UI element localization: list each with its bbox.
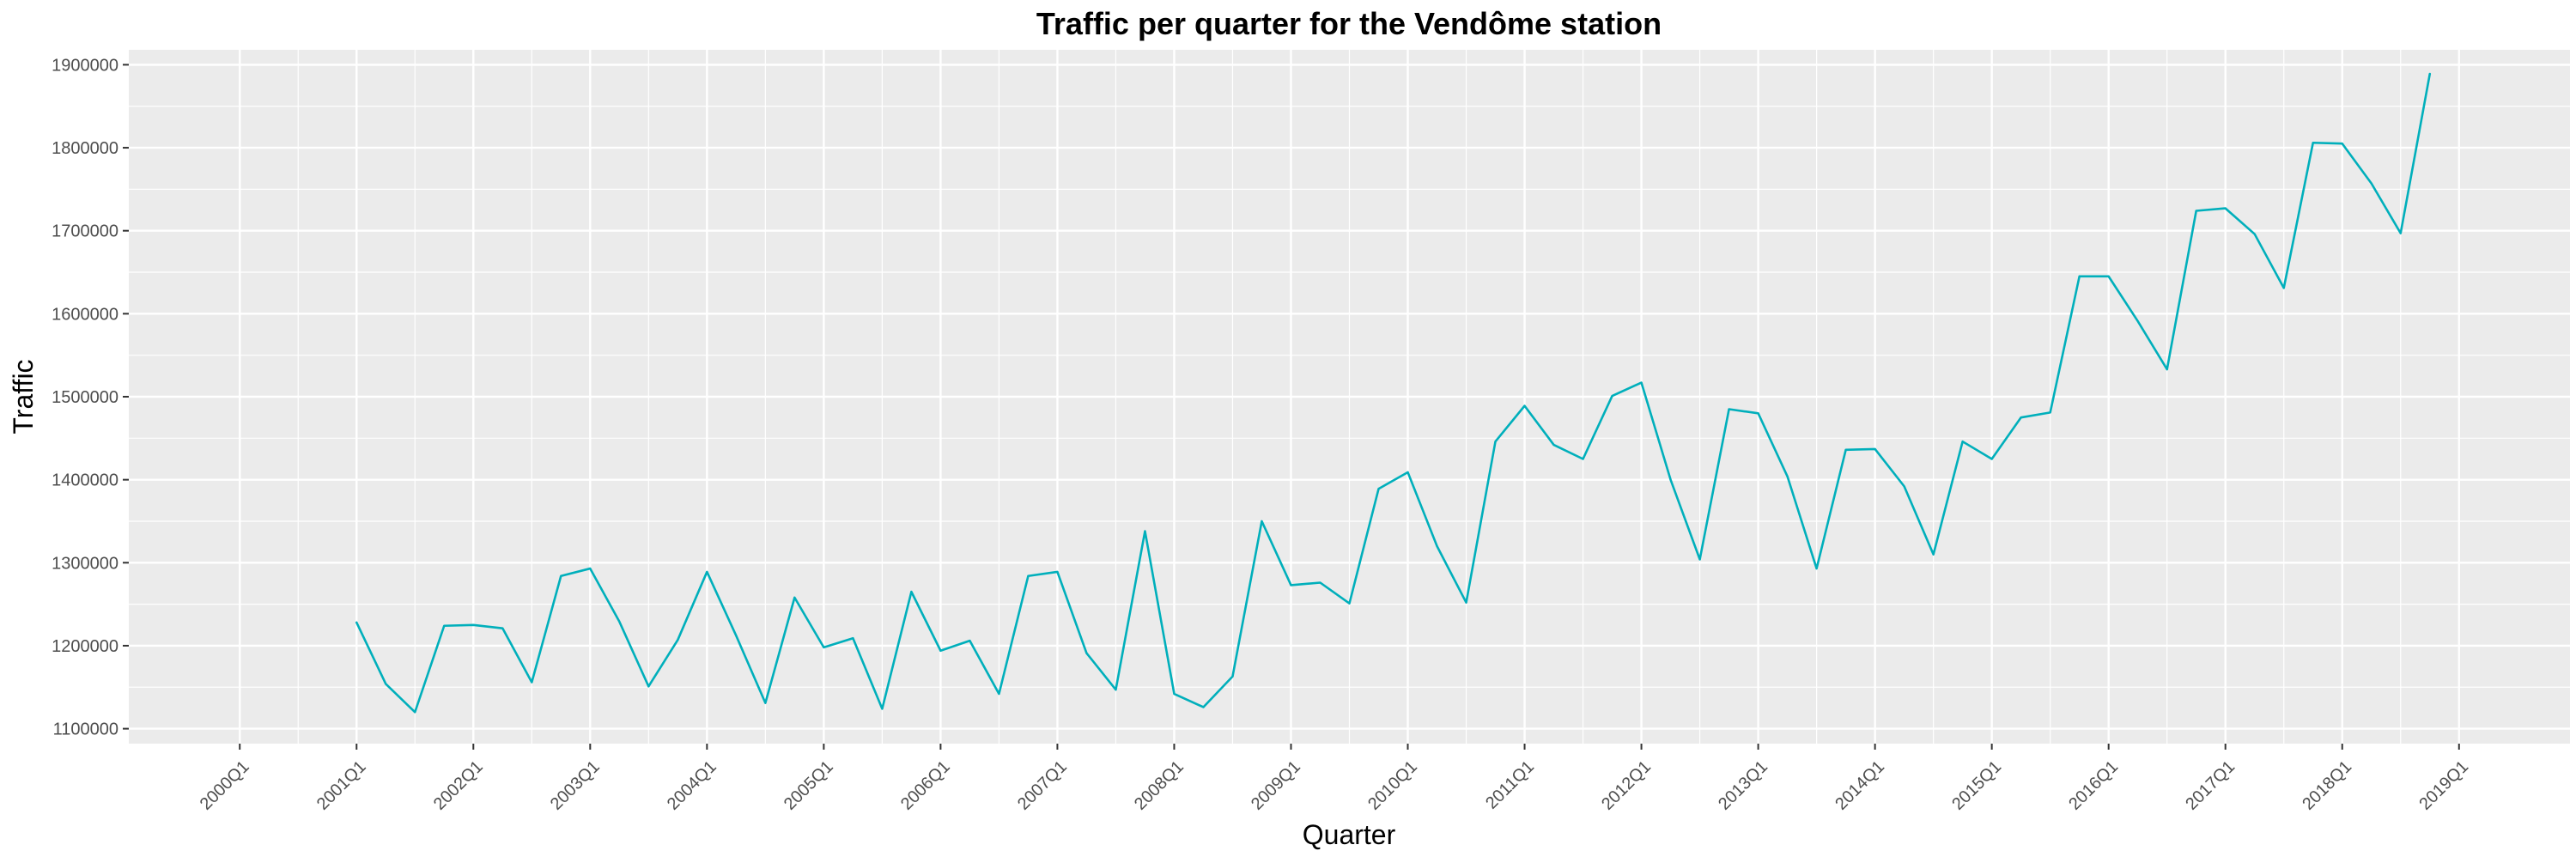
y-tick-label: 1200000: [52, 637, 118, 656]
x-tick-label: 2014Q1: [1832, 757, 1888, 814]
series-layer: [355, 72, 2432, 714]
x-tick-label: 2016Q1: [2065, 757, 2122, 814]
x-tick-label: 2005Q1: [781, 757, 837, 814]
x-tick-label: 2015Q1: [1948, 757, 2005, 814]
x-tick-label: 2011Q1: [1482, 757, 1538, 813]
x-tick-label: 2007Q1: [1014, 757, 1071, 814]
y-axis: 1100000 1200000 1300000 1400000 1500000 16000…: [52, 56, 129, 739]
chart-title: Traffic per quarter for the Vendôme stat…: [1036, 6, 1662, 41]
x-tick-label: 2019Q1: [2415, 757, 2472, 814]
y-tick-label: 1700000: [52, 222, 118, 241]
x-tick-label: 2003Q1: [547, 757, 604, 814]
x-tick-label: 2001Q1: [313, 757, 370, 814]
x-tick-label: 2013Q1: [1715, 757, 1771, 814]
series-line: [355, 72, 2432, 714]
y-tick-label: 1500000: [52, 388, 118, 407]
y-axis-title: Traffic: [8, 359, 39, 434]
y-tick-label: 1400000: [52, 471, 118, 490]
x-tick-label: 2017Q1: [2182, 757, 2239, 814]
y-tick-label: 1900000: [52, 56, 118, 75]
x-tick-label: 2006Q1: [897, 757, 954, 814]
y-tick-label: 1800000: [52, 139, 118, 158]
x-tick-label: 2012Q1: [1598, 757, 1655, 814]
x-axis-title: Quarter: [1303, 819, 1396, 850]
x-tick-label: 2018Q1: [2299, 757, 2355, 814]
x-tick-label: 2000Q1: [197, 757, 253, 814]
y-tick-label: 1600000: [52, 305, 118, 324]
x-tick-label: 2002Q1: [430, 757, 487, 814]
y-tick-label: 1100000: [53, 720, 118, 739]
major-gridlines: [129, 50, 2570, 744]
x-tick-label: 2009Q1: [1248, 757, 1304, 814]
y-tick-label: 1300000: [52, 554, 118, 573]
x-tick-label: 2008Q1: [1131, 757, 1188, 814]
x-axis: 2000Q1 2001Q1 2002Q1 2003Q1 2004Q1 2005Q1 2006…: [197, 744, 2472, 814]
x-tick-label: 2004Q1: [664, 757, 720, 814]
x-tick-label: 2010Q1: [1364, 757, 1421, 814]
